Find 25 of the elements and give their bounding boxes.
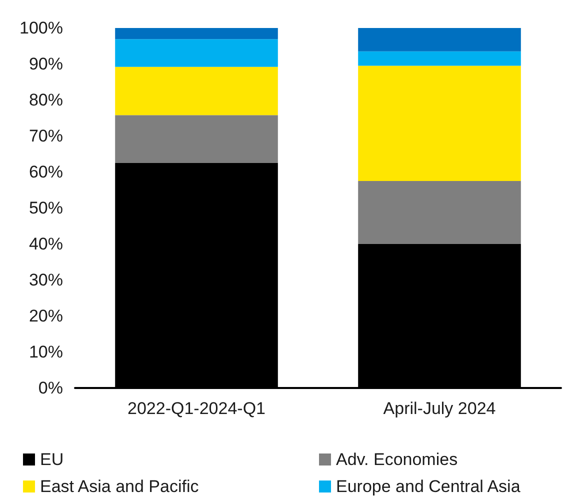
bar	[358, 28, 521, 52]
legend-label: Adv. Economies	[336, 450, 458, 469]
y-tick-label: 100%	[20, 18, 63, 38]
bar	[115, 39, 278, 67]
bar	[358, 66, 521, 181]
y-tick-label: 50%	[28, 198, 63, 218]
legend-label: EU	[40, 450, 64, 469]
y-tick-label: 60%	[28, 162, 63, 182]
legend-label: East Asia and Pacific	[40, 477, 200, 496]
y-tick-label: 70%	[28, 126, 63, 146]
bar	[115, 66, 278, 116]
y-tick-label: 20%	[28, 306, 63, 326]
y-tick-label: 10%	[28, 342, 63, 362]
y-tick-label: 80%	[28, 90, 63, 110]
bar	[358, 181, 521, 244]
y-tick-label: 30%	[28, 270, 63, 290]
bar	[358, 51, 521, 66]
legend-label: Europe and Central Asia	[336, 477, 521, 496]
y-tick-label: 0%	[38, 378, 63, 398]
y-tick-label: 40%	[28, 234, 63, 254]
x-tick-label: 2022-Q1-2024-Q1	[128, 399, 266, 418]
bar	[115, 115, 278, 163]
bar	[115, 28, 278, 40]
x-tick-label: April-July 2024	[383, 399, 496, 418]
y-tick-label: 90%	[28, 54, 63, 74]
